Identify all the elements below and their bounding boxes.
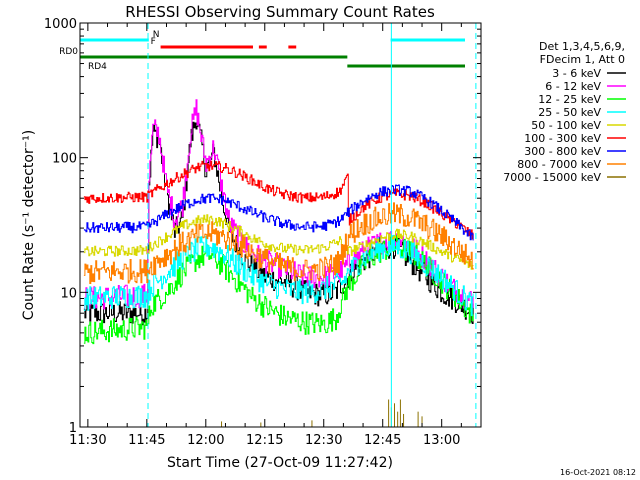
x-tick-label-1: 11:45 bbox=[128, 433, 165, 448]
legend-label-6: 300 - 800 keV bbox=[524, 145, 601, 158]
legend-label-8: 7000 - 15000 keV bbox=[503, 171, 601, 184]
flag-bar-f-2 bbox=[288, 45, 297, 49]
series-line-4 bbox=[83, 214, 474, 270]
legend-label-3: 25 - 50 keV bbox=[538, 106, 601, 119]
flag-label-f: F bbox=[151, 37, 156, 47]
flag-bar-f-1 bbox=[258, 45, 267, 49]
x-tick-label-5: 12:45 bbox=[364, 433, 401, 448]
flag-bar-n-0 bbox=[80, 38, 149, 42]
series-line-7 bbox=[83, 202, 474, 284]
x-tick-label-4: 12:30 bbox=[305, 433, 342, 448]
y-tick-label-1: 10 bbox=[60, 286, 77, 301]
chart-title: RHESSI Observing Summary Count Rates bbox=[125, 3, 435, 21]
flag-bar-n-1 bbox=[390, 38, 465, 42]
series-line-6 bbox=[83, 184, 474, 241]
y-tick-label-2: 100 bbox=[52, 152, 77, 167]
legend-label-0: 3 - 6 keV bbox=[552, 67, 601, 80]
flag-bar-f-0 bbox=[160, 45, 253, 49]
night-marker-layer bbox=[147, 23, 477, 427]
legend: Det 1,3,4,5,6,9,FDecim 1, Att 03 - 6 keV… bbox=[503, 40, 626, 184]
legend-label-7: 800 - 7000 keV bbox=[517, 158, 601, 171]
series-line-2 bbox=[83, 235, 474, 345]
series-line-3 bbox=[83, 234, 474, 317]
series-layer bbox=[83, 99, 474, 427]
series-line-5 bbox=[83, 160, 474, 240]
legend-label-4: 50 - 100 keV bbox=[531, 119, 601, 132]
y-tick-label-0: 1 bbox=[69, 421, 77, 436]
y-axis: 1 10 100 1000 bbox=[44, 17, 481, 436]
x-tick-label-2: 12:00 bbox=[187, 433, 224, 448]
flag-bar-rd0-0 bbox=[80, 55, 348, 59]
x-tick-label-6: 13:00 bbox=[423, 433, 460, 448]
y-tick-label-3: 1000 bbox=[44, 17, 77, 32]
x-tick-label-0: 11:30 bbox=[69, 433, 106, 448]
flag-label-n: N bbox=[153, 30, 160, 40]
flag-label-rd0: RD0 bbox=[59, 47, 78, 57]
legend-header-0: Det 1,3,4,5,6,9, bbox=[539, 40, 625, 53]
legend-header-1: FDecim 1, Att 0 bbox=[540, 53, 625, 66]
footer-date: 16-Oct-2021 08:12 bbox=[560, 468, 636, 477]
x-axis: 11:30 11:45 12:00 12:15 12:30 12:45 13:00 bbox=[69, 23, 482, 448]
legend-label-5: 100 - 300 keV bbox=[524, 132, 601, 145]
flag-layer: NF RD0 RD4 bbox=[59, 30, 465, 72]
x-axis-label: Start Time (27-Oct-09 11:27:42) bbox=[167, 455, 393, 471]
legend-label-1: 6 - 12 keV bbox=[545, 80, 601, 93]
y-axis-label: Count Rate (s⁻¹ detector⁻¹) bbox=[21, 130, 37, 320]
flag-label-rd4: RD4 bbox=[88, 62, 107, 72]
flag-bar-rd4-0 bbox=[347, 64, 465, 68]
plot-frame bbox=[79, 22, 482, 428]
x-tick-label-3: 12:15 bbox=[246, 433, 283, 448]
legend-label-2: 12 - 25 keV bbox=[538, 93, 601, 106]
